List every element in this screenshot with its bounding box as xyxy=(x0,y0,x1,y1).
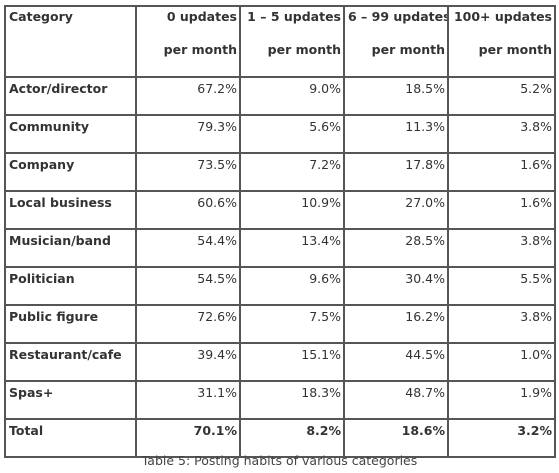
table-cell: 31.1% xyxy=(135,380,241,420)
header-label-line2: per month xyxy=(163,42,237,57)
total-row: Total 70.1% 8.2% 18.6% 3.2% xyxy=(4,418,556,458)
table-row: Community 79.3% 5.6% 11.3% 3.8% xyxy=(4,114,556,154)
header-label-line2: per month xyxy=(478,42,552,57)
table-cell: 30.4% xyxy=(343,266,449,306)
header-label-line1: 6 – 99 updates xyxy=(348,9,448,24)
table-cell: 5.6% xyxy=(239,114,345,154)
posting-habits-table: Category 0 updates per month 1 – 5 updat… xyxy=(4,5,556,458)
table-header: Category 0 updates per month 1 – 5 updat… xyxy=(4,5,556,78)
table-row: Restaurant/cafe 39.4% 15.1% 44.5% 1.0% xyxy=(4,342,556,382)
total-cell: 3.2% xyxy=(447,418,556,458)
table-body: Actor/director 67.2% 9.0% 18.5% 5.2% Com… xyxy=(4,76,556,458)
table-cell: 5.2% xyxy=(447,76,556,116)
header-category: Category xyxy=(4,5,137,78)
total-cell: 18.6% xyxy=(343,418,449,458)
table-cell: 48.7% xyxy=(343,380,449,420)
table-cell: 16.2% xyxy=(343,304,449,344)
header-label-line1: 1 – 5 updates xyxy=(247,9,341,24)
table-row: Spas+ 31.1% 18.3% 48.7% 1.9% xyxy=(4,380,556,420)
header-label-line2: per month xyxy=(267,42,341,57)
row-category: Musician/band xyxy=(4,228,137,268)
table-cell: 39.4% xyxy=(135,342,241,382)
header-0-updates: 0 updates per month xyxy=(135,5,241,78)
table-cell: 17.8% xyxy=(343,152,449,192)
table-cell: 1.9% xyxy=(447,380,556,420)
table-cell: 3.8% xyxy=(447,114,556,154)
header-100-plus-updates: 100+ updates per month xyxy=(447,5,556,78)
table-row: Public figure 72.6% 7.5% 16.2% 3.8% xyxy=(4,304,556,344)
row-category: Restaurant/cafe xyxy=(4,342,137,382)
table-cell: 15.1% xyxy=(239,342,345,382)
row-category: Company xyxy=(4,152,137,192)
table-cell: 72.6% xyxy=(135,304,241,344)
table-cell: 1.6% xyxy=(447,190,556,230)
row-category: Local business xyxy=(4,190,137,230)
table-cell: 18.5% xyxy=(343,76,449,116)
header-6-99-updates: 6 – 99 updates per month xyxy=(343,5,449,78)
header-label-line1: 0 updates xyxy=(166,9,237,24)
table-cell: 1.6% xyxy=(447,152,556,192)
table-row: Musician/band 54.4% 13.4% 28.5% 3.8% xyxy=(4,228,556,268)
row-category: Community xyxy=(4,114,137,154)
table-cell: 54.4% xyxy=(135,228,241,268)
row-category: Actor/director xyxy=(4,76,137,116)
table-cell: 13.4% xyxy=(239,228,345,268)
row-category: Spas+ xyxy=(4,380,137,420)
row-category: Public figure xyxy=(4,304,137,344)
header-category-label: Category xyxy=(9,9,73,24)
table-cell: 79.3% xyxy=(135,114,241,154)
table-cell: 1.0% xyxy=(447,342,556,382)
table-cell: 18.3% xyxy=(239,380,345,420)
table-cell: 7.5% xyxy=(239,304,345,344)
table-cell: 7.2% xyxy=(239,152,345,192)
table-cell: 67.2% xyxy=(135,76,241,116)
header-label-line1: 100+ updates xyxy=(453,9,552,24)
row-category: Politician xyxy=(4,266,137,306)
table-row: Local business 60.6% 10.9% 27.0% 1.6% xyxy=(4,190,556,230)
table-cell: 10.9% xyxy=(239,190,345,230)
table-cell: 44.5% xyxy=(343,342,449,382)
table-row: Actor/director 67.2% 9.0% 18.5% 5.2% xyxy=(4,76,556,116)
table-cell: 3.8% xyxy=(447,304,556,344)
total-cell: 8.2% xyxy=(239,418,345,458)
table-cell: 60.6% xyxy=(135,190,241,230)
table-cell: 9.6% xyxy=(239,266,345,306)
table-cell: 9.0% xyxy=(239,76,345,116)
table-cell: 27.0% xyxy=(343,190,449,230)
table-row: Politician 54.5% 9.6% 30.4% 5.5% xyxy=(4,266,556,306)
header-1-5-updates: 1 – 5 updates per month xyxy=(239,5,345,78)
table-cell: 28.5% xyxy=(343,228,449,268)
header-row: Category 0 updates per month 1 – 5 updat… xyxy=(4,5,556,78)
header-label-line2: per month xyxy=(371,42,445,57)
table-cell: 5.5% xyxy=(447,266,556,306)
table-cell: 54.5% xyxy=(135,266,241,306)
table-cell: 73.5% xyxy=(135,152,241,192)
table-row: Company 73.5% 7.2% 17.8% 1.6% xyxy=(4,152,556,192)
total-cell: 70.1% xyxy=(135,418,241,458)
table-cell: 3.8% xyxy=(447,228,556,268)
total-label: Total xyxy=(4,418,137,458)
table-cell: 11.3% xyxy=(343,114,449,154)
table-caption: Table 5: Posting habits of various categ… xyxy=(141,453,418,468)
